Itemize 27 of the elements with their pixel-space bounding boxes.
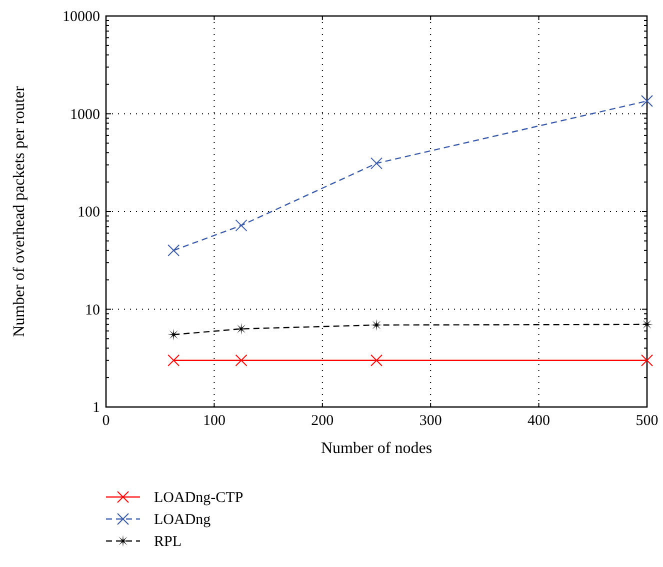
point: [370, 319, 382, 332]
point: [235, 219, 248, 232]
x-tick-label: 300: [419, 413, 442, 429]
point: [641, 95, 653, 108]
x-tick-label: 200: [311, 413, 334, 429]
y-tick-label: 10000: [62, 9, 100, 25]
point: [235, 354, 248, 366]
point: [370, 157, 382, 170]
point: [168, 354, 180, 366]
x-tick-label: 400: [528, 413, 550, 429]
y-tick-label: 10: [85, 302, 100, 318]
x-axis-title: Number of nodes: [320, 440, 432, 457]
y-tick-label: 1000: [70, 106, 100, 123]
legend-label: LOADng-CTP: [154, 490, 244, 506]
y-tick-label: 100: [78, 204, 100, 220]
legend-label: RPL: [154, 534, 182, 550]
y-axis-title: Number of overhead packets per router: [11, 85, 28, 337]
x-tick-label: 0: [102, 413, 110, 429]
y-tick-label: 1: [92, 400, 100, 416]
x-tick-label: 100: [202, 413, 226, 429]
point: [168, 328, 180, 341]
point: [235, 322, 248, 335]
point: [370, 354, 382, 366]
point: [641, 354, 653, 366]
legend-label: LOADng: [154, 512, 212, 528]
x-tick-label: 500: [636, 413, 658, 429]
point: [168, 244, 180, 256]
